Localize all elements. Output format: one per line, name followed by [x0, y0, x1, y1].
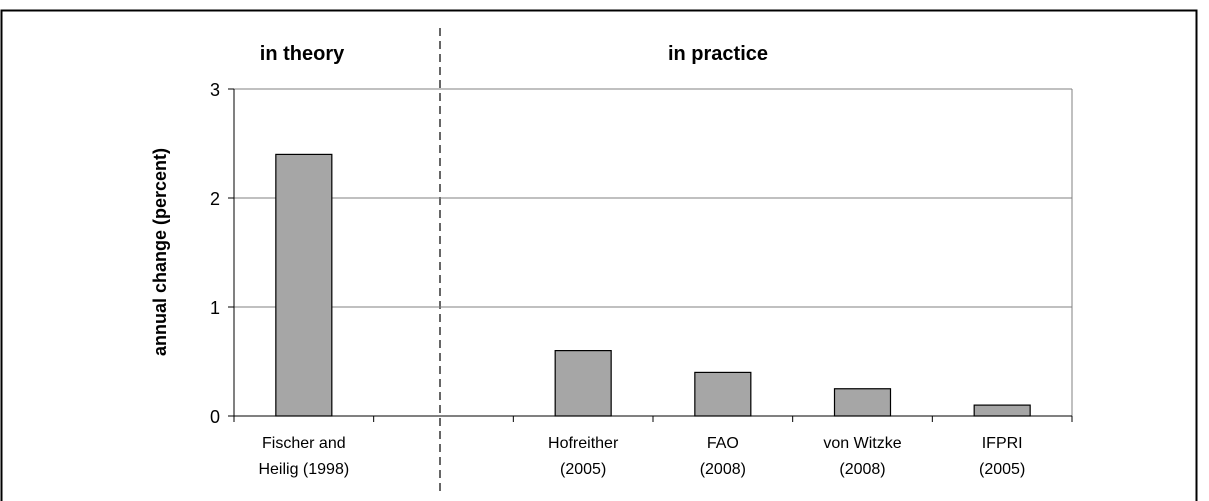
y-tick-label: 0 — [210, 407, 220, 427]
bar — [833, 388, 892, 417]
x-tick-label: Hofreither (2005) — [548, 435, 619, 478]
annotation: in theory — [260, 43, 345, 65]
bar — [694, 371, 752, 417]
y-tick-label: 2 — [210, 189, 220, 209]
x-tick-label: IFPRI (2005) — [979, 435, 1025, 478]
y-tick-label: 1 — [210, 298, 220, 318]
y-axis-label: annual change (percent) — [150, 148, 170, 356]
frame — [0, 9, 1198, 501]
bar — [554, 350, 612, 417]
x-tick-label: Fischer and Heilig (1998) — [258, 435, 349, 478]
bar — [973, 404, 1031, 417]
x-tick-label: von Witzke (2008) — [823, 435, 901, 478]
x-tick-label: FAO (2008) — [700, 435, 746, 478]
annotation: in practice — [668, 43, 768, 65]
bar — [275, 153, 333, 417]
y-tick-label: 3 — [210, 80, 220, 100]
